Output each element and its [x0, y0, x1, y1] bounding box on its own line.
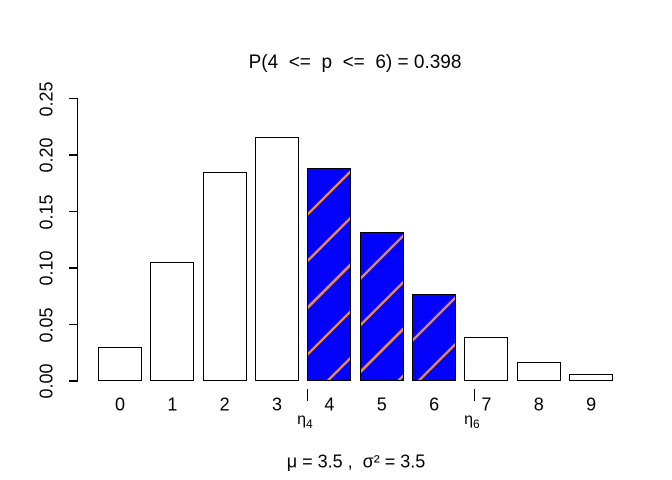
y-tick-label: 0.15: [36, 193, 57, 230]
y-tick-label: 0.10: [36, 250, 57, 286]
y-tick: [68, 210, 77, 213]
bar-3: [255, 137, 300, 381]
plot-subtitle: μ = 3.5 , σ² = 3.5: [286, 451, 426, 472]
bar-9: [569, 374, 614, 381]
bar-8: [516, 362, 561, 381]
x-tick-label-2: 2: [219, 394, 230, 415]
x-tick-label-7: 7: [481, 394, 492, 415]
eta-subscript: 6: [472, 417, 480, 431]
y-tick: [68, 380, 77, 382]
eta-symbol: η: [297, 411, 306, 428]
bar-2: [202, 172, 247, 381]
bar-4: [307, 168, 352, 381]
x-tick-label-6: 6: [429, 394, 440, 415]
bar-1: [150, 262, 195, 381]
eta-4-label: η4: [297, 411, 313, 431]
eta-6-label: η6: [464, 411, 480, 431]
y-tick-label: 0.05: [36, 306, 57, 343]
y-tick-label: 0.25: [36, 80, 57, 117]
y-tick: [68, 154, 77, 156]
bar-7: [464, 337, 509, 381]
y-tick-label: 0.20: [36, 137, 57, 173]
x-tick-label-9: 9: [586, 394, 597, 415]
bar-6: [412, 294, 457, 381]
eta-4-tick: [306, 389, 309, 401]
bar-5: [359, 232, 404, 381]
x-tick-label-8: 8: [533, 394, 544, 415]
y-tick: [68, 97, 77, 100]
x-tick-label-4: 4: [324, 394, 335, 415]
eta-symbol: η: [464, 411, 473, 428]
x-tick-label-3: 3: [272, 394, 283, 415]
y-tick: [68, 267, 77, 269]
bar-0: [98, 347, 142, 381]
plot-title: P(4 <= p <= 6) = 0.398: [248, 52, 462, 73]
x-tick-label-0: 0: [114, 394, 126, 415]
y-axis-line: [76, 97, 78, 382]
eta-subscript: 4: [305, 417, 313, 431]
x-tick-label-5: 5: [376, 394, 387, 415]
y-tick-label: 0.00: [36, 363, 57, 399]
y-tick: [68, 323, 77, 326]
x-tick-label-1: 1: [167, 394, 178, 415]
eta-6-tick: [473, 389, 476, 401]
